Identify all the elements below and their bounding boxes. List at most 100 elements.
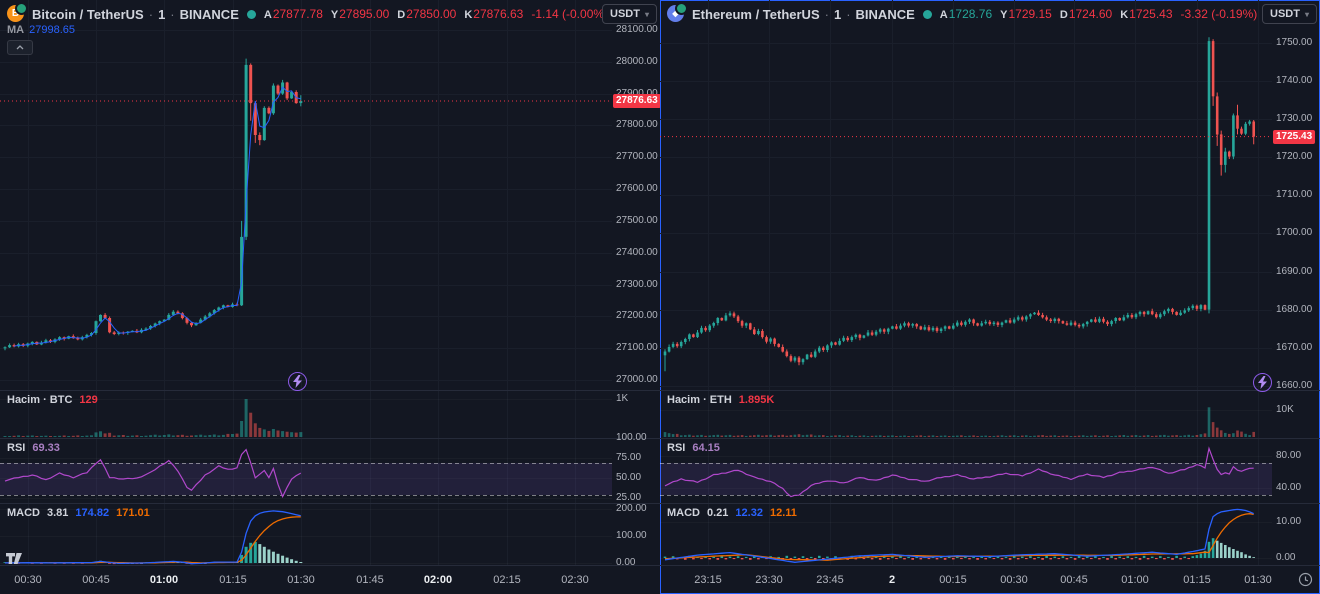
indicator-axis-label: 0.00: [1276, 552, 1296, 563]
time-axis-label: 02:00: [423, 574, 453, 586]
rsi-value: 64.15: [692, 442, 720, 454]
btc-price-axis[interactable]: 28100.00 28000.00 27900.00 27800.00 27700.00…: [612, 0, 661, 568]
market-status-dot: [246, 9, 256, 19]
btc-chart-canvas[interactable]: [0, 0, 660, 565]
currency-dropdown[interactable]: USDT ▾: [1262, 4, 1317, 24]
indicator-axis-label: 100.00: [616, 530, 647, 541]
price-axis-label: 1670.00: [1276, 342, 1313, 353]
chevron-down-icon: ▾: [1304, 9, 1309, 19]
clock-icon: [1298, 572, 1312, 587]
interval-label[interactable]: 1: [158, 6, 166, 22]
open-value: A27877.78: [263, 7, 323, 21]
ma-value: 27998.65: [29, 24, 75, 36]
macd-indicator-label[interactable]: MACD 0.21 12.32 12.11: [667, 507, 797, 519]
volume-indicator-label[interactable]: Hacim · BTC 129: [7, 394, 98, 406]
indicator-axis-label: 75.00: [616, 452, 642, 463]
price-axis-label: 27100.00: [616, 342, 658, 353]
ohlc-values: A27877.78 Y27895.00 D27850.00 K27876.63 …: [264, 7, 608, 21]
time-axis-label: 01:00: [149, 574, 179, 586]
change-value: -1.14 (-0.00%): [531, 7, 609, 21]
indicator-axis-label: 25.00: [616, 492, 642, 503]
separator-dot: ·: [824, 6, 829, 22]
interval-label[interactable]: 1: [833, 6, 842, 22]
last-price-tag: 27876.63: [613, 94, 661, 108]
collapse-indicators-button[interactable]: [7, 40, 33, 55]
symbol-title[interactable]: Ethereum / TetherUS: [692, 6, 820, 22]
instant-order-lightning-button[interactable]: [288, 372, 307, 391]
ma-line: [13, 86, 301, 347]
tether-mini-logo-icon: [675, 2, 688, 15]
tradingview-logo-icon[interactable]: [6, 550, 26, 567]
exchange-label: BINANCE: [179, 6, 239, 22]
rsi-indicator-label[interactable]: RSI 69.33: [7, 442, 60, 454]
ma-indicator-row[interactable]: MA 27998.65: [7, 24, 75, 36]
indicator-axis-label: 0.00: [616, 557, 636, 568]
macd-histogram: [3, 541, 303, 565]
ohlc-values: A1728.76 Y1729.15 D1724.60 K1725.43 -3.3…: [940, 7, 1257, 21]
time-axis-label: 2: [888, 574, 896, 586]
change-value: -3.32 (-0.19%): [1180, 7, 1258, 21]
price-axis-label: 1710.00: [1276, 189, 1313, 200]
volume-bars: [663, 407, 1255, 438]
high-value: Y1729.15: [1000, 7, 1052, 21]
close-value: K1725.43: [1120, 7, 1173, 21]
indicator-axis-label: 80.00: [1276, 450, 1302, 461]
indicator-axis-label: 1K: [616, 393, 629, 404]
macd-signal-value: 12.11: [769, 507, 797, 519]
exchange-label: BINANCE: [855, 6, 915, 22]
time-axis-label: 01:30: [1244, 574, 1272, 586]
price-axis-label: 1750.00: [1276, 37, 1313, 48]
price-axis-label: 27600.00: [616, 183, 658, 194]
indicator-axis-label: 200.00: [616, 503, 647, 514]
indicator-axis-label: 50.00: [616, 472, 642, 483]
currency-dropdown[interactable]: USDT ▾: [602, 4, 657, 24]
time-axis-label: 01:45: [356, 574, 384, 586]
price-axis-label: 27400.00: [616, 247, 658, 258]
rsi-line: [664, 446, 1254, 498]
macd-indicator-label[interactable]: MACD 3.81 174.82 171.01: [7, 507, 150, 519]
chart-pane-bitcoin: 28100.00 28000.00 27900.00 27800.00 27700.00…: [0, 0, 661, 594]
macd-line-value: 12.32: [735, 507, 763, 519]
macd-hist-value: 3.81: [47, 507, 69, 519]
time-axis-label: 23:45: [816, 574, 844, 586]
volume-bars: [3, 399, 303, 437]
price-axis-label: 27300.00: [616, 279, 658, 290]
btc-symbol-header: B Bitcoin / TetherUS · 1 · BINANCE A2787…: [7, 2, 608, 24]
instant-order-lightning-button[interactable]: [1253, 373, 1272, 392]
time-axis-label: 01:15: [1183, 574, 1211, 586]
high-value: Y27895.00: [330, 7, 390, 21]
price-axis-label: 27200.00: [616, 310, 658, 321]
separator-dot: ·: [148, 6, 154, 22]
lightning-icon: [1258, 376, 1267, 389]
eth-time-axis[interactable]: 23:15 23:30 23:45 2 00:15 00:30 00:45 01:00 01:1…: [660, 565, 1320, 594]
eth-price-axis[interactable]: 1750.00 1740.00 1730.00 1720.00 1710.00 1700.…: [1272, 0, 1320, 565]
time-axis-label: 02:30: [561, 574, 589, 586]
open-value: A1728.76: [939, 7, 993, 21]
time-axis-label: 00:15: [939, 574, 967, 586]
price-axis-label: 27500.00: [616, 215, 658, 226]
price-axis-label: 1680.00: [1276, 304, 1313, 315]
rsi-value: 69.33: [32, 442, 60, 454]
indicator-axis-label: 10.00: [1276, 516, 1302, 527]
timezone-clock-button[interactable]: [1297, 572, 1313, 588]
symbol-title[interactable]: Bitcoin / TetherUS: [32, 6, 144, 22]
market-status-dot: [922, 9, 932, 19]
time-axis-label: 00:30: [1000, 574, 1028, 586]
price-axis-label: 1660.00: [1276, 380, 1313, 391]
volume-indicator-label[interactable]: Hacim · ETH 1.895K: [667, 394, 775, 406]
price-axis-label: 1720.00: [1276, 151, 1313, 162]
separator-dot: ·: [170, 6, 175, 22]
time-axis-label: 01:30: [287, 574, 315, 586]
price-axis-label: 27700.00: [616, 151, 658, 162]
btc-time-axis[interactable]: 00:30 00:45 01:00 01:15 01:30 01:45 02:00 02:15…: [0, 565, 660, 594]
time-axis-label: 00:45: [1060, 574, 1088, 586]
eth-chart-canvas[interactable]: [660, 0, 1320, 565]
rsi-line: [4, 448, 302, 499]
price-axis-label: 27000.00: [616, 374, 658, 385]
indicator-axis-label: 100.00: [616, 432, 647, 443]
time-axis-label: 23:15: [694, 574, 722, 586]
time-axis-label: 00:30: [14, 574, 42, 586]
price-axis-label: 27800.00: [616, 119, 658, 130]
eth-symbol-header: ◆ Ethereum / TetherUS · 1 · BINANCE A172…: [667, 2, 1257, 24]
rsi-indicator-label[interactable]: RSI 64.15: [667, 442, 720, 454]
